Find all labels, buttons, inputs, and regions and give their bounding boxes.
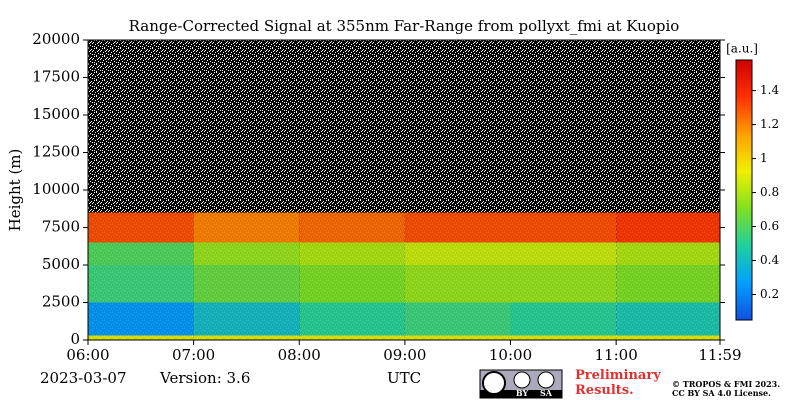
heatmap-cell <box>88 335 194 340</box>
heatmap-cell <box>404 265 511 303</box>
y-axis-label: Height (m) <box>6 149 24 232</box>
heatmap-cell <box>616 302 720 336</box>
badge-by: BY <box>516 388 529 398</box>
y-tick-label: 2500 <box>42 293 80 311</box>
chart-title: Range-Corrected Signal at 355nm Far-Rang… <box>129 17 680 35</box>
heatmap-cell <box>193 212 300 243</box>
heatmap-cell <box>616 212 720 243</box>
x-tick-label: 08:00 <box>278 346 321 364</box>
colorbar-tick-label: 1.2 <box>760 117 779 131</box>
colorbar-tick-label: 0.2 <box>760 287 779 301</box>
colorbar-label: [a.u.] <box>726 42 758 56</box>
colorbar-tick-label: 0.6 <box>760 219 779 233</box>
heatmap-cell <box>88 212 194 243</box>
heatmap-cell <box>193 242 300 265</box>
heatmap-cell <box>510 335 617 340</box>
license-line: © TROPOS & FMI 2023. <box>672 379 780 389</box>
badge-sa: SA <box>540 388 553 398</box>
heatmap-cell <box>193 265 300 303</box>
x-axis-label: UTC <box>387 369 421 387</box>
heatmap-cell <box>88 265 194 303</box>
heatmap-cell <box>299 242 405 265</box>
heatmap-cell <box>510 242 617 265</box>
heatmap-cell <box>616 335 720 340</box>
x-tick-label: 07:00 <box>172 346 215 364</box>
colorbar <box>735 59 753 321</box>
heatmap-cell <box>510 302 617 336</box>
date: 2023-03-07 <box>40 369 126 387</box>
heatmap-cell <box>510 212 617 243</box>
y-tick-label: 15000 <box>32 105 80 123</box>
heatmap-cell <box>510 265 617 303</box>
y-tick-label: 20000 <box>32 30 80 48</box>
y-tick-label: 10000 <box>32 180 80 198</box>
heatmap-cell <box>616 265 720 303</box>
x-tick-label: 11:59 <box>698 346 741 364</box>
x-tick-label: 06:00 <box>66 346 109 364</box>
notice: Preliminary Results. <box>575 368 661 398</box>
heatmap-cell <box>299 335 405 340</box>
y-tick-label: 12500 <box>32 143 80 161</box>
y-tick-label: 17500 <box>32 68 80 86</box>
colorbar-tick-label: 0.4 <box>760 253 779 267</box>
heatmap-cell <box>193 302 300 336</box>
heatmap-cell <box>299 212 405 243</box>
colorbar-tick-label: 1 <box>760 151 768 165</box>
y-tick-label: 5000 <box>42 255 80 273</box>
heatmap-cell <box>616 242 720 265</box>
x-tick-label: 09:00 <box>383 346 426 364</box>
heatmap-cell <box>88 302 194 336</box>
version: Version: 3.6 <box>159 369 250 387</box>
x-tick-label: 11:00 <box>595 346 638 364</box>
y-tick-label: 0 <box>70 330 80 348</box>
y-tick-label: 7500 <box>42 218 80 236</box>
cc-badge: BY SA <box>479 369 563 399</box>
colorbar-tick-label: 0.8 <box>760 185 779 199</box>
heatmap-cell <box>88 242 194 265</box>
license-line: CC BY SA 4.0 License. <box>672 388 771 398</box>
notice-box: Preliminary Results. <box>575 368 661 398</box>
x-tick-label: 10:00 <box>489 346 532 364</box>
heatmap-cell <box>299 302 405 336</box>
heatmap-cell <box>193 335 300 340</box>
heatmap-cell <box>404 212 511 243</box>
heatmap-cell <box>404 335 511 340</box>
heatmap-cell <box>299 265 405 303</box>
colorbar-tick-label: 1.4 <box>760 83 779 97</box>
heatmap-cell <box>404 302 511 336</box>
heatmap-cell <box>404 242 511 265</box>
